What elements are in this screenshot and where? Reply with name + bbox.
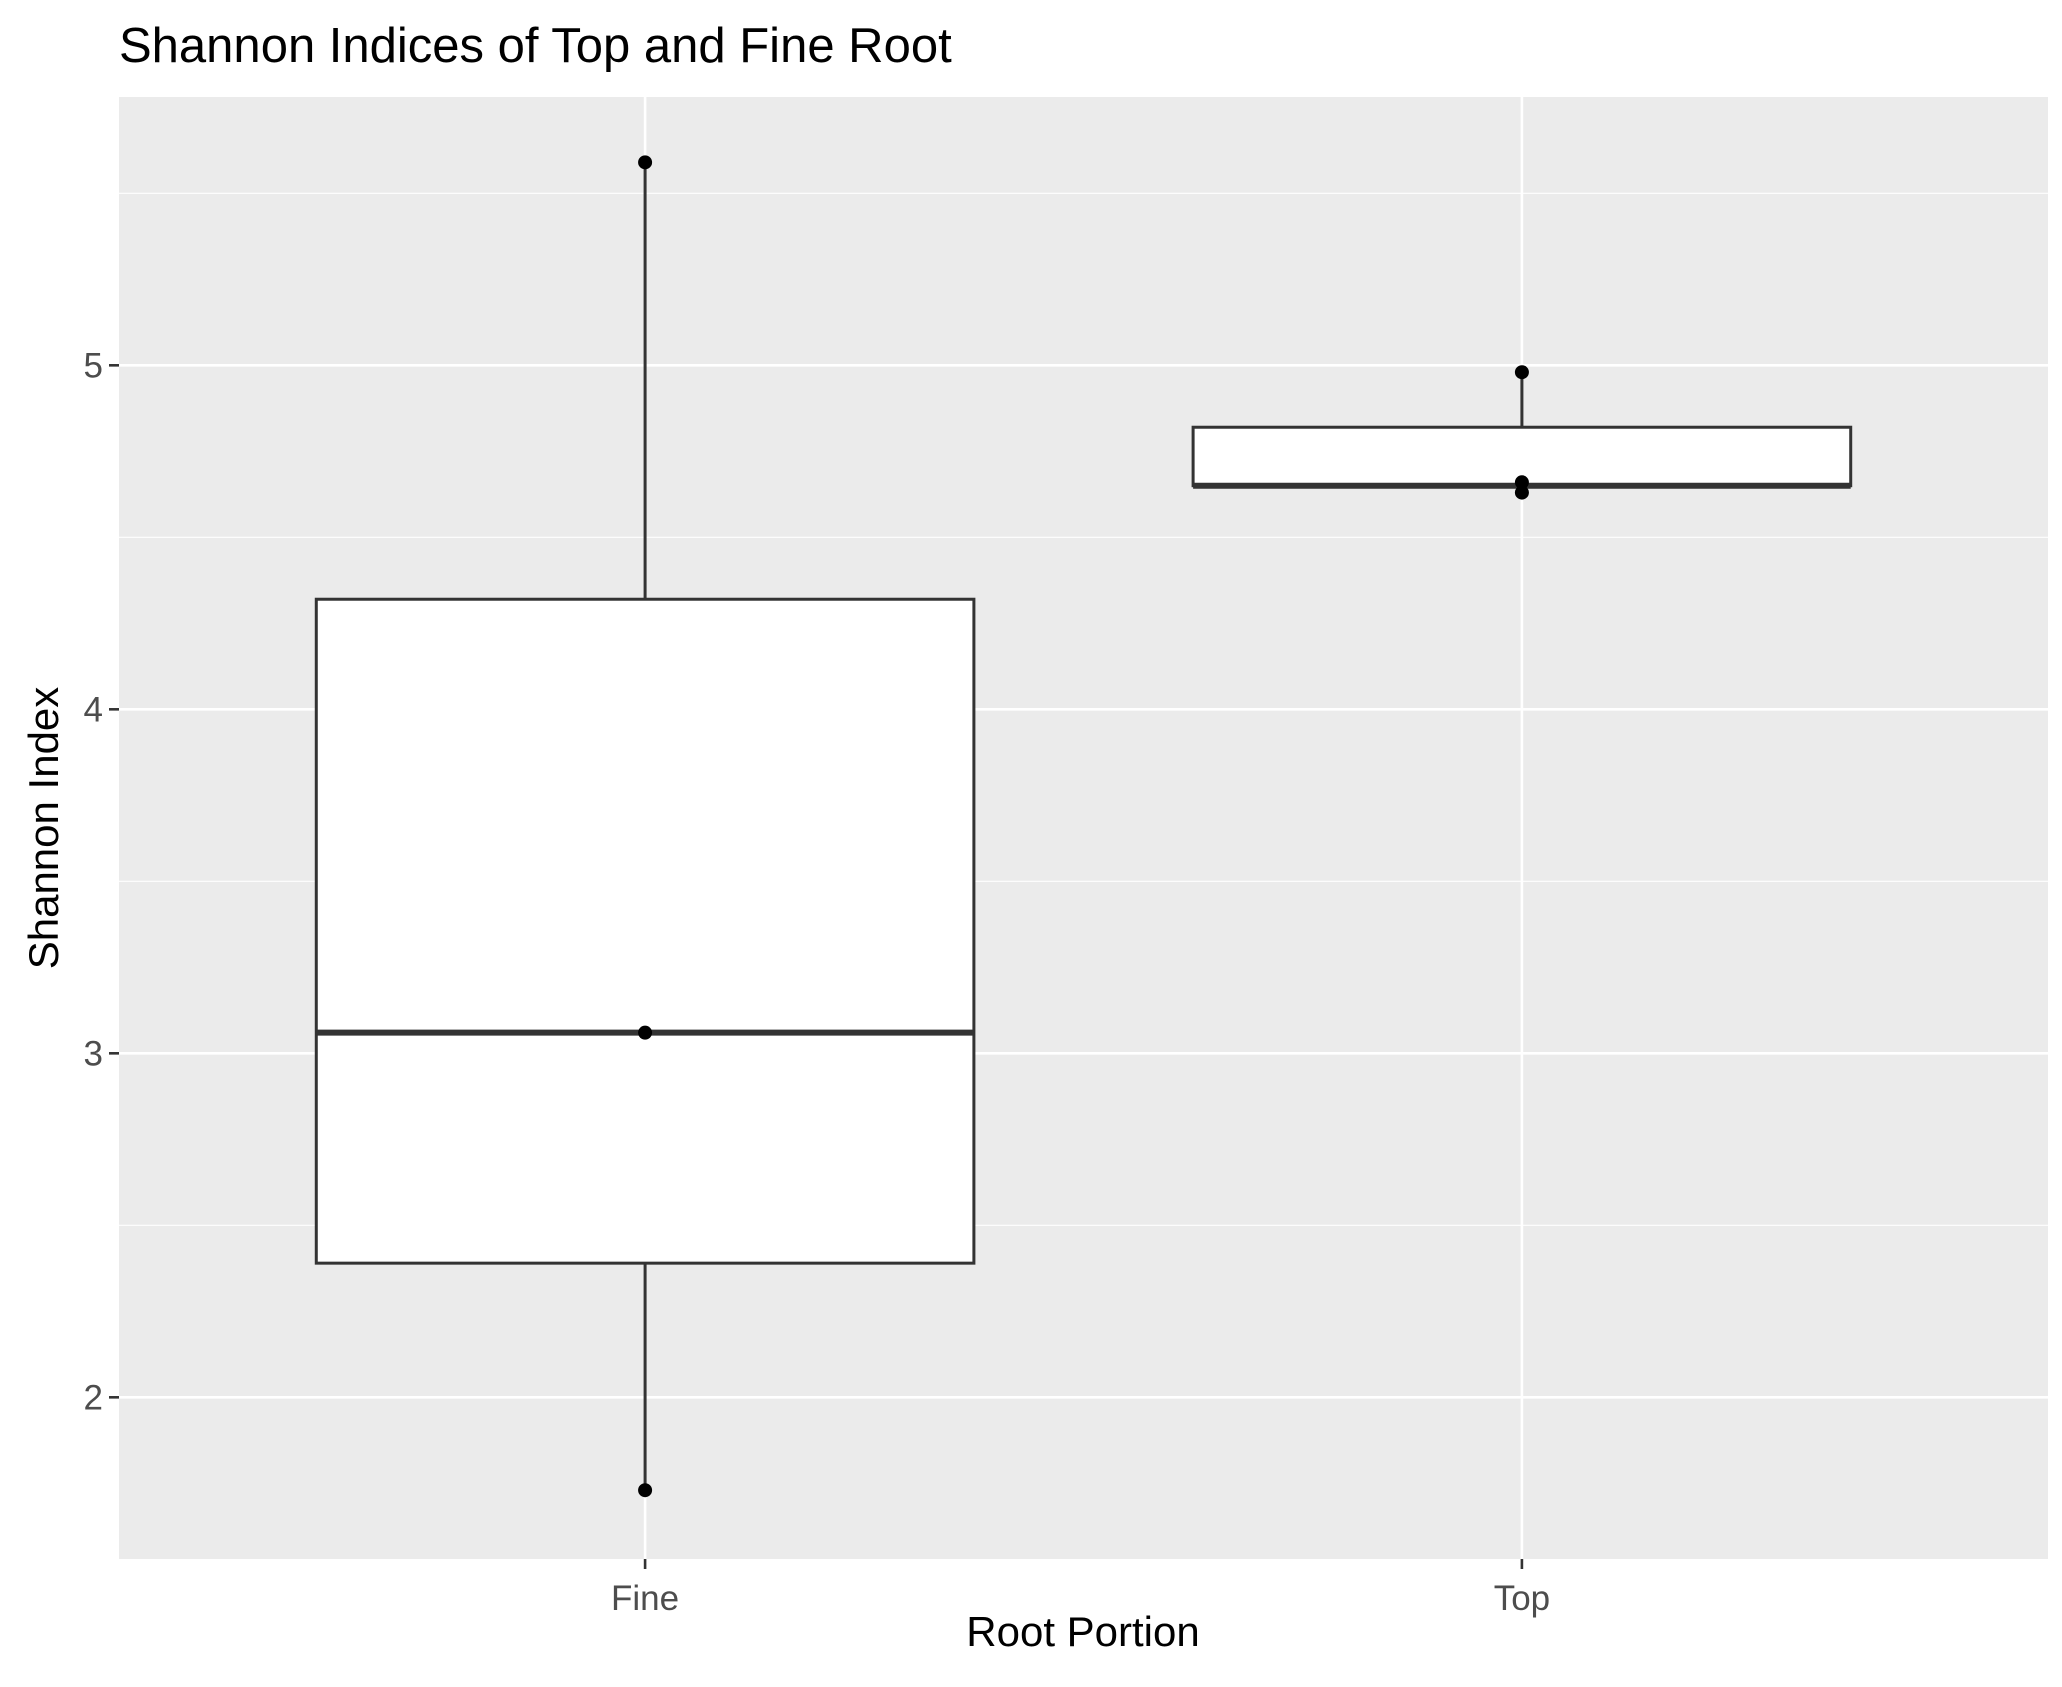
x-axis-title: Root Portion [966,1608,1199,1655]
data-point [638,155,653,170]
box-fine [314,597,976,1265]
y-axis: 2 3 4 5 [84,346,119,1417]
y-tick-label: 2 [84,1378,103,1417]
data-point [638,1483,653,1498]
x-tick-label: Top [1494,1579,1550,1618]
data-point [1514,475,1529,490]
y-tick-label: 4 [84,690,103,729]
chart-title: Shannon Indices of Top and Fine Root [119,19,952,73]
y-tick-label: 5 [84,346,103,385]
point-group [638,155,1529,1498]
data-point [1514,485,1529,500]
y-tick-label: 3 [84,1034,103,1073]
box-group [314,162,1853,1491]
data-point [1514,365,1529,380]
x-tick-label: Fine [611,1579,679,1618]
y-axis-title: Shannon Index [20,687,67,970]
x-axis: Fine Top [611,1559,1550,1618]
data-point [638,1025,653,1040]
